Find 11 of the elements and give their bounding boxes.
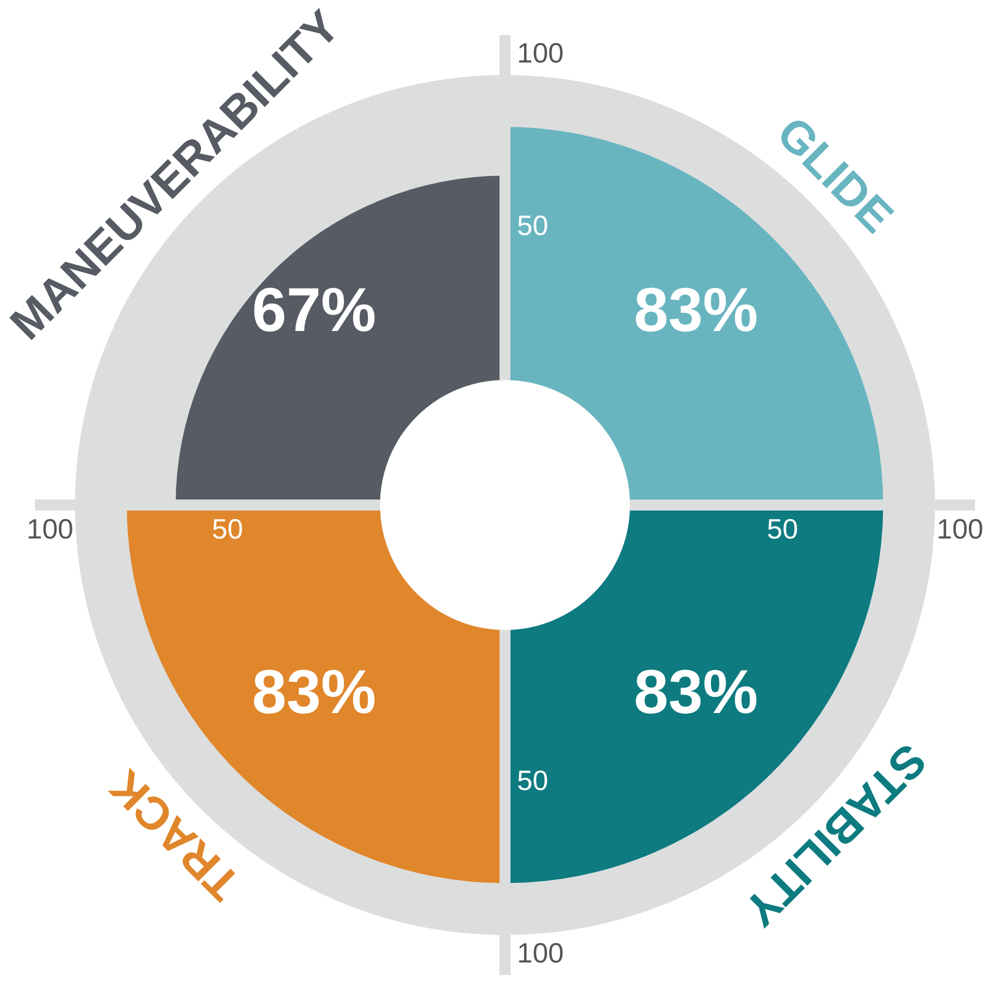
text: 50: [212, 514, 244, 545]
text: 100: [517, 938, 564, 969]
data-label: 83%: [634, 276, 758, 346]
text: 50: [517, 210, 548, 242]
text: 100: [517, 38, 564, 69]
text: 100: [26, 514, 74, 545]
data-label: 83%: [252, 658, 376, 728]
text: 50: [766, 514, 798, 545]
text: 50: [517, 765, 548, 796]
text: 100: [936, 514, 984, 545]
data-label: 83%: [634, 658, 758, 728]
